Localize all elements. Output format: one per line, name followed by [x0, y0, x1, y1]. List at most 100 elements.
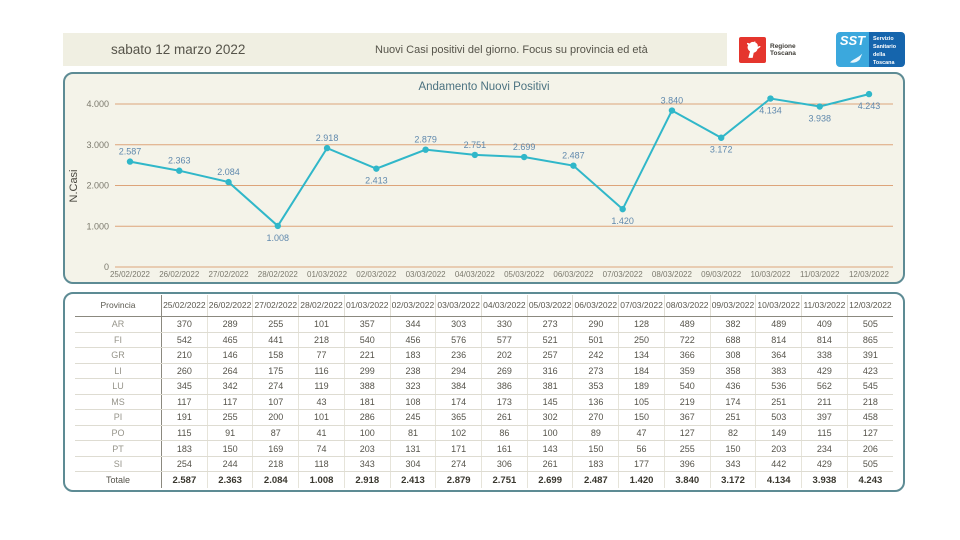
table-cell: 81 — [390, 425, 437, 442]
table-cell: 303 — [435, 316, 483, 333]
data-point-label: 2.413 — [365, 176, 388, 186]
table-cell: 250 — [618, 332, 665, 349]
table-cell: 203 — [755, 440, 803, 457]
table-row: FI 542 465 441 218 540 456 576 577 521 501 250 722 68… — [75, 332, 893, 349]
data-point — [520, 153, 528, 161]
table-cell: 577 — [481, 332, 528, 349]
table-cell: 289 — [207, 316, 254, 333]
table-cell: 429 — [801, 363, 848, 380]
table-cell: 234 — [801, 440, 848, 457]
table-cell: 1.008 — [298, 471, 345, 488]
table-cell: 189 — [618, 378, 665, 395]
page-title: Nuovi Casi positivi del giorno. Focus su… — [375, 43, 648, 56]
table-cell: 175 — [252, 363, 300, 380]
chart-panel: 0 1.000 2.000 3.000 4.000 25/02/2022 26/02/202… — [63, 72, 905, 284]
table-cell: 119 — [298, 378, 345, 395]
table-cell: 458 — [847, 409, 893, 426]
table-cell: 82 — [710, 425, 757, 442]
table-cell: 536 — [755, 378, 803, 395]
sst-logo: SST Servizio Sanitario della Toscana — [836, 32, 905, 67]
table-row: SI 254 244 218 118 343 304 274 306 261 183 177 396 34… — [75, 456, 893, 473]
table-cell: 2.699 — [527, 471, 574, 488]
table-cell: 260 — [161, 363, 208, 380]
table-cell: 274 — [252, 378, 300, 395]
table-cell: 270 — [572, 409, 620, 426]
x-tick-label: 08/03/2022 — [652, 270, 693, 279]
data-point — [718, 134, 725, 141]
sst-acronym-text: SST — [839, 33, 866, 48]
table-row: LU 345 342 274 119 388 323 384 386 381 353 189 540 43… — [75, 378, 893, 395]
y-axis-label: N.Casi — [68, 169, 80, 202]
table-cell: 218 — [252, 456, 300, 473]
x-tick-label: 09/03/2022 — [701, 270, 742, 279]
x-tick-label: 02/03/2022 — [356, 270, 397, 279]
data-point — [570, 162, 577, 169]
chart-title: Andamento Nuovi Positivi — [418, 81, 549, 93]
table-cell: 116 — [298, 363, 345, 380]
table-cell: 41 — [298, 425, 345, 442]
col-header-date: 27/02/2022 — [252, 295, 300, 317]
data-point — [274, 222, 281, 230]
table-cell: 436 — [710, 378, 757, 395]
table-cell: 358 — [710, 363, 757, 380]
table-cell: 386 — [481, 378, 528, 395]
table-cell: 183 — [161, 440, 208, 457]
table-cell: 3.172 — [710, 471, 757, 488]
col-header-date: 28/02/2022 — [298, 295, 345, 317]
table-cell: 218 — [298, 332, 345, 349]
col-header-date: 04/03/2022 — [481, 295, 528, 317]
table-cell: 174 — [435, 394, 483, 411]
table-cell: 364 — [755, 347, 803, 364]
data-point — [225, 178, 232, 186]
table-cell: 382 — [710, 316, 757, 333]
table-cell: 396 — [664, 456, 711, 473]
table-cell: 150 — [207, 440, 254, 457]
table-cell: 2.751 — [481, 471, 528, 488]
y-tick-label: 4.000 — [86, 99, 109, 109]
table-cell: 722 — [664, 332, 711, 349]
col-header-date: 09/03/2022 — [710, 295, 757, 317]
table-cell: 344 — [390, 316, 437, 333]
table-cell: 150 — [572, 440, 620, 457]
col-header-date: 02/03/2022 — [390, 295, 437, 317]
table-cell: 308 — [710, 347, 757, 364]
table-cell: 43 — [298, 394, 345, 411]
table-cell: 173 — [481, 394, 528, 411]
table-cell: 210 — [161, 347, 208, 364]
table-cell: 102 — [435, 425, 483, 442]
table-cell: 245 — [390, 409, 437, 426]
table-cell: 304 — [390, 456, 437, 473]
sst-pegasus-icon — [850, 53, 863, 63]
table-cell: 177 — [618, 456, 665, 473]
x-tick-label: 04/03/2022 — [455, 270, 496, 279]
row-label: PO — [75, 425, 162, 442]
table-cell: 2.879 — [435, 471, 483, 488]
data-point — [323, 144, 331, 152]
table-cell: 251 — [710, 409, 757, 426]
table-cell: 1.420 — [618, 471, 665, 488]
data-point-label: 3.938 — [808, 114, 831, 124]
table-cell: 409 — [801, 316, 848, 333]
table-cell: 429 — [801, 456, 848, 473]
x-tick-label: 07/03/2022 — [603, 270, 644, 279]
table-cell: 381 — [527, 378, 574, 395]
x-tick-label: 27/02/2022 — [209, 270, 250, 279]
table-cell: 181 — [344, 394, 391, 411]
table-cell: 359 — [664, 363, 711, 380]
table-cell: 489 — [755, 316, 803, 333]
logo-strip: Regione Toscana SST Servizio Sanitario d… — [727, 31, 905, 68]
table-cell: 489 — [664, 316, 711, 333]
table-cell: 2.363 — [207, 471, 254, 488]
x-tick-label: 28/02/2022 — [258, 270, 299, 279]
table-cell: 2.487 — [572, 471, 620, 488]
table-cell: 149 — [755, 425, 803, 442]
pegasus-icon — [739, 36, 766, 63]
total-row: Totale 2.587 2.363 2.084 1.008 2.918 2.413 2.87… — [75, 471, 893, 488]
row-label: Totale — [75, 471, 162, 488]
data-point — [422, 146, 429, 153]
table-cell: 87 — [252, 425, 300, 442]
table-cell: 542 — [161, 332, 208, 349]
x-tick-label: 03/03/2022 — [406, 270, 447, 279]
table-cell: 89 — [572, 425, 620, 442]
data-point-label: 2.918 — [316, 133, 339, 143]
